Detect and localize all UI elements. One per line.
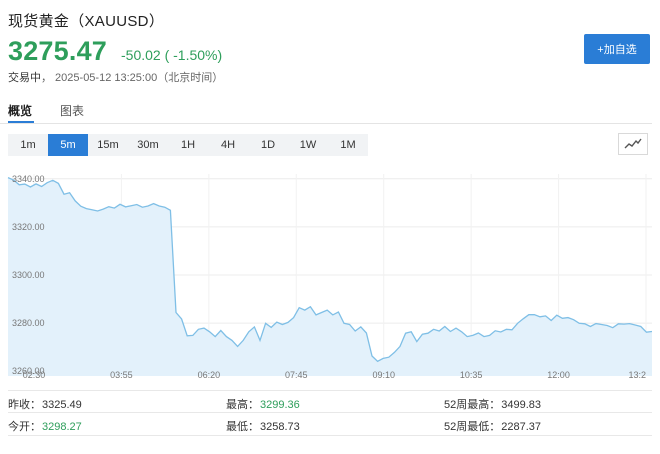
y-axis-ticks: 3340.00 3320.00 3300.00 3280.00 3260.00 xyxy=(12,174,45,376)
interval-5m[interactable]: 5m xyxy=(48,134,88,156)
active-tab-indicator xyxy=(8,121,34,123)
quote-timestamp: ， 2025-05-12 13:25:00（北京时间） xyxy=(41,72,224,84)
interval-1m[interactable]: 1m xyxy=(20,139,36,151)
stat-low: 最低：3258.73 xyxy=(226,421,300,433)
instrument-title: 现货黄金（XAUUSD） xyxy=(8,13,165,30)
stat-high: 最高：3299.36 xyxy=(226,399,300,411)
y-tick-label: 3300.00 xyxy=(12,270,45,280)
current-price: 3275.47 xyxy=(8,36,107,66)
x-tick-label: 12:00 xyxy=(547,370,570,380)
interval-1h[interactable]: 1H xyxy=(180,139,196,151)
trading-status-label: 交易中 xyxy=(8,72,41,84)
stats-row: 今开：3298.27 最低：3258.73 52周最低：2287.37 xyxy=(8,413,652,436)
stat-52w-high: 52周最高：3499.83 xyxy=(444,399,542,411)
y-tick-label: 3260.00 xyxy=(12,366,45,376)
interval-15m[interactable]: 15m xyxy=(97,139,119,151)
y-tick-label: 3340.00 xyxy=(12,174,45,184)
price-line xyxy=(7,177,652,363)
x-tick-label: 13:2 xyxy=(628,370,646,380)
y-tick-label: 3280.00 xyxy=(12,318,45,328)
interval-1mo[interactable]: 1M xyxy=(340,139,356,151)
quote-stats: 昨收：3325.49 最高：3299.36 52周最高：3499.83 今开：3… xyxy=(8,390,652,436)
stat-52w-low: 52周最低：2287.37 xyxy=(444,421,542,433)
add-to-watchlist-button[interactable]: +加自选 xyxy=(584,34,650,64)
stats-row: 昨收：3325.49 最高：3299.36 52周最高：3499.83 xyxy=(8,390,652,413)
stat-prev-close: 昨收：3325.49 xyxy=(8,399,82,411)
trading-status: 交易中， 2025-05-12 13:25:00（北京时间） xyxy=(8,69,223,85)
price-row: 3275.47 -50.02 ( -1.50%) xyxy=(8,36,222,67)
x-tick-label: 07:45 xyxy=(285,370,308,380)
y-tick-label: 3320.00 xyxy=(12,222,45,232)
interval-4h[interactable]: 4H xyxy=(220,139,236,151)
tab-overview[interactable]: 概览 xyxy=(8,104,33,118)
x-tick-label: 06:20 xyxy=(198,370,221,380)
interval-1w[interactable]: 1W xyxy=(299,139,317,151)
interval-1d[interactable]: 1D xyxy=(260,139,276,151)
stat-open: 今开：3298.27 xyxy=(8,421,82,433)
x-tick-label: 10:35 xyxy=(460,370,483,380)
x-tick-label: 09:10 xyxy=(372,370,395,380)
price-area-fill xyxy=(8,177,652,376)
view-tabs: 概览 图表 xyxy=(0,96,652,124)
price-chart[interactable]: 3340.00 3320.00 3300.00 3280.00 3260.00 02:3… xyxy=(0,166,652,382)
price-change: -50.02 ( -1.50%) xyxy=(121,47,223,63)
x-tick-label: 02:30 xyxy=(23,370,46,380)
x-axis-ticks: 02:30 03:55 06:20 07:45 09:10 10:35 12:00 13:2 xyxy=(23,370,646,380)
line-chart-icon xyxy=(624,138,642,149)
interval-30m[interactable]: 30m xyxy=(137,139,159,151)
x-tick-label: 03:55 xyxy=(110,370,133,380)
chart-type-button[interactable] xyxy=(618,133,648,155)
interval-selector: 1m 5m 15m 30m 1H 4H 1D 1W 1M xyxy=(8,134,368,156)
tab-chart[interactable]: 图表 xyxy=(60,104,85,118)
